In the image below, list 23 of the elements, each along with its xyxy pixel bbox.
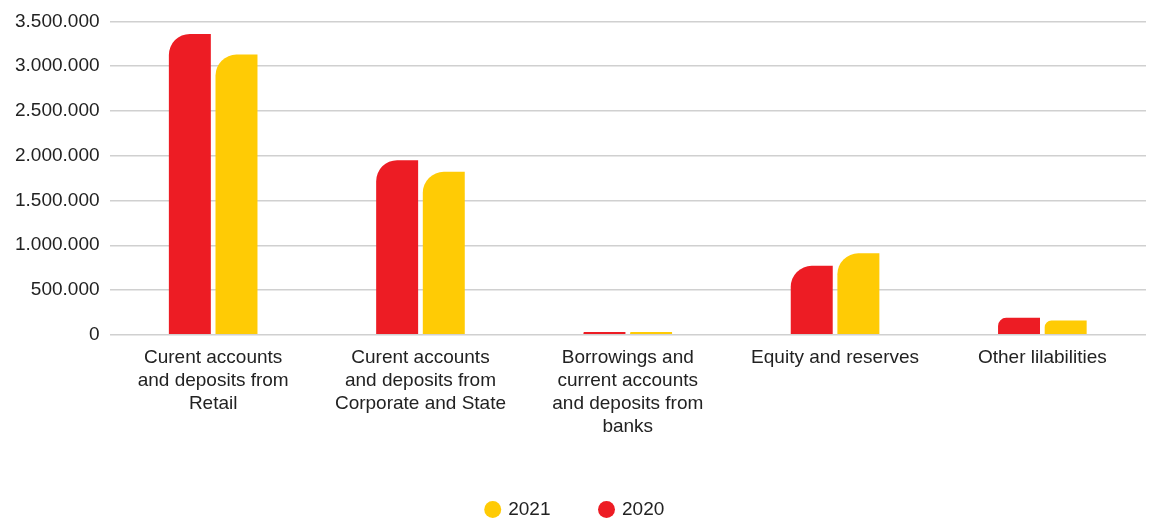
- bar: [168, 33, 211, 335]
- x-tick-label: Borrowings and current accounts and deposits from banks: [552, 346, 704, 436]
- legend-label: 2021: [508, 497, 551, 519]
- x-tick-label: Other lilabilities: [977, 346, 1107, 368]
- bar: [215, 54, 258, 335]
- legend-label: 2020: [622, 497, 665, 519]
- bar: [998, 317, 1041, 335]
- x-tick-label: Curent accounts and deposits from Retail: [137, 346, 289, 414]
- y-tick-label: 1.500.000: [14, 188, 100, 210]
- x-tick-label: Equity and reserves: [751, 346, 920, 368]
- y-tick-label: 3.500.000: [14, 9, 100, 31]
- bar: [837, 253, 880, 335]
- bar: [422, 171, 465, 335]
- y-tick-label: 500.000: [30, 278, 100, 300]
- x-tick-label: Curent accounts and deposits from Corporate and State: [334, 346, 507, 414]
- y-tick-label: 1.000.000: [14, 233, 100, 255]
- bar: [790, 265, 833, 335]
- y-tick-label: 0: [88, 323, 100, 345]
- y-tick-label: 3.000.000: [14, 54, 100, 76]
- bar: [376, 160, 419, 335]
- y-tick-label: 2.500.000: [14, 99, 100, 121]
- bar: [1044, 320, 1087, 335]
- y-tick-label: 2.000.000: [14, 143, 100, 165]
